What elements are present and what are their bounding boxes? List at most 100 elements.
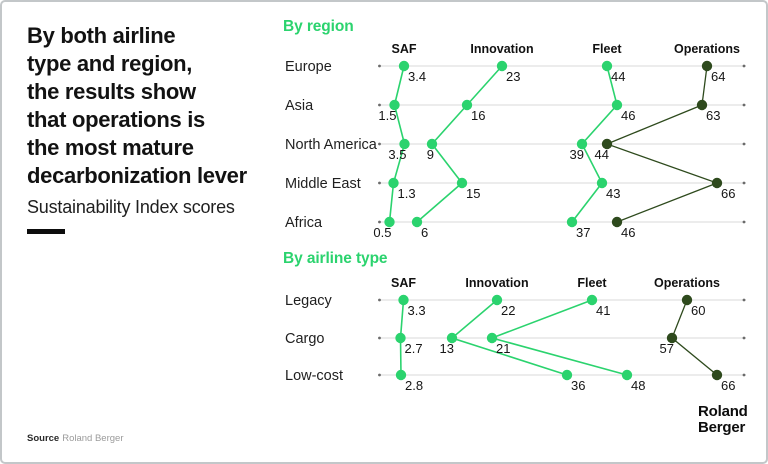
data-point-value: 48 [631, 378, 645, 393]
axis-end-dot [742, 103, 746, 107]
axis-end-dot [742, 142, 746, 146]
roland-berger-logo: Roland Berger [698, 404, 748, 436]
logo-line: Roland [698, 403, 748, 420]
title-line: type and region, [27, 51, 193, 76]
metric-header: Innovation [465, 276, 528, 290]
data-point-value: 3.3 [408, 303, 426, 318]
data-point-value: 60 [691, 303, 705, 318]
data-point-value: 22 [501, 303, 515, 318]
data-point-dot [711, 177, 723, 189]
page-title: By both airline type and region, the res… [27, 22, 282, 190]
data-point-value: 37 [576, 225, 590, 240]
chart-by-region: Europe Asia North America Middle East Africa… [285, 42, 746, 240]
data-point-dot [426, 138, 438, 150]
data-point-dot [496, 60, 508, 72]
data-point-dot [701, 60, 713, 72]
axis-end-dot [742, 373, 746, 377]
data-point-value: 43 [606, 186, 620, 201]
data-point-value: 41 [596, 303, 610, 318]
data-point-dot [395, 369, 407, 381]
data-point-dot [456, 177, 468, 189]
data-point-dot [561, 369, 573, 381]
data-point-value: 64 [711, 69, 725, 84]
row-label: Asia [285, 98, 314, 114]
axis-end-dot [378, 64, 381, 68]
data-point-value: 6 [421, 225, 428, 240]
data-point-dot [666, 332, 678, 344]
data-point-dot [491, 294, 503, 306]
data-point-dot [576, 138, 588, 150]
data-point-value: 66 [721, 378, 735, 393]
data-point-dot [398, 60, 410, 72]
data-point-dot [601, 60, 613, 72]
data-point-value: 3.5 [388, 147, 406, 162]
data-point-value: 2.8 [405, 378, 423, 393]
data-point-value: 57 [660, 341, 674, 356]
data-point-value: 44 [611, 69, 625, 84]
axis-end-dot [378, 298, 381, 302]
row-label: Legacy [285, 293, 333, 309]
data-point-value: 66 [721, 186, 735, 201]
data-point-value: 0.5 [373, 225, 391, 240]
axis-end-dot [742, 181, 746, 185]
axis-end-dot [742, 220, 746, 224]
data-point-dot [621, 369, 633, 381]
data-point-dot [486, 332, 498, 344]
data-point-dot [611, 216, 623, 228]
data-point-dot [461, 99, 473, 111]
data-point-dot [566, 216, 578, 228]
data-point-dot [681, 294, 693, 306]
row-label: Africa [285, 215, 323, 231]
axis-end-dot [378, 373, 381, 377]
data-point-dot [395, 332, 406, 344]
chart-title-by-region: By region [283, 18, 354, 35]
data-point-value: 13 [440, 341, 454, 356]
row-label: North America [285, 137, 378, 153]
chart-title-by-airline-type: By airline type [283, 250, 388, 267]
accent-bar [27, 229, 65, 234]
source-note: Source Roland Berger [27, 433, 123, 444]
data-point-dot [586, 294, 598, 306]
data-point-value: 36 [571, 378, 585, 393]
data-point-value: 21 [496, 341, 510, 356]
axis-end-dot [742, 64, 746, 68]
data-point-dot [398, 294, 409, 306]
metric-header: SAF [392, 42, 417, 56]
data-point-value: 16 [471, 108, 485, 123]
page-subtitle: Sustainability Index scores [27, 197, 235, 217]
metric-header: Fleet [592, 42, 622, 56]
axis-end-dot [742, 298, 746, 302]
data-point-value: 46 [621, 108, 635, 123]
data-point-value: 9 [427, 147, 434, 162]
axis-end-dot [742, 336, 746, 340]
row-label: Middle East [285, 176, 361, 192]
metric-header: Operations [674, 42, 740, 56]
chart-by-airline-type: Legacy Cargo Low-cost SAF 3.3 2.7 2.8 Innovatio… [285, 276, 746, 393]
data-point-dot [411, 216, 423, 228]
axis-end-dot [378, 142, 381, 146]
row-label: Cargo [285, 331, 325, 347]
metric-header: SAF [391, 276, 416, 290]
title-line: the results show [27, 79, 196, 104]
data-point-value: 3.4 [408, 69, 426, 84]
left-panel: By both airline type and region, the res… [27, 22, 282, 234]
data-point-dot [384, 216, 395, 228]
data-point-value: 63 [706, 108, 720, 123]
data-point-value: 46 [621, 225, 635, 240]
data-point-dot [446, 332, 458, 344]
metric-header: Fleet [577, 276, 607, 290]
axis-end-dot [378, 103, 381, 107]
data-point-dot [711, 369, 723, 381]
data-point-value: 2.7 [405, 341, 423, 356]
source-label: Source [27, 433, 60, 444]
logo-line: Berger [698, 419, 746, 436]
axis-end-dot [378, 336, 381, 340]
data-point-dot [696, 99, 708, 111]
data-point-value: 39 [570, 147, 584, 162]
title-line: the most mature [27, 135, 194, 160]
data-point-value: 1.3 [398, 186, 416, 201]
source-value: Roland Berger [62, 433, 124, 444]
row-label: Low-cost [285, 368, 343, 384]
